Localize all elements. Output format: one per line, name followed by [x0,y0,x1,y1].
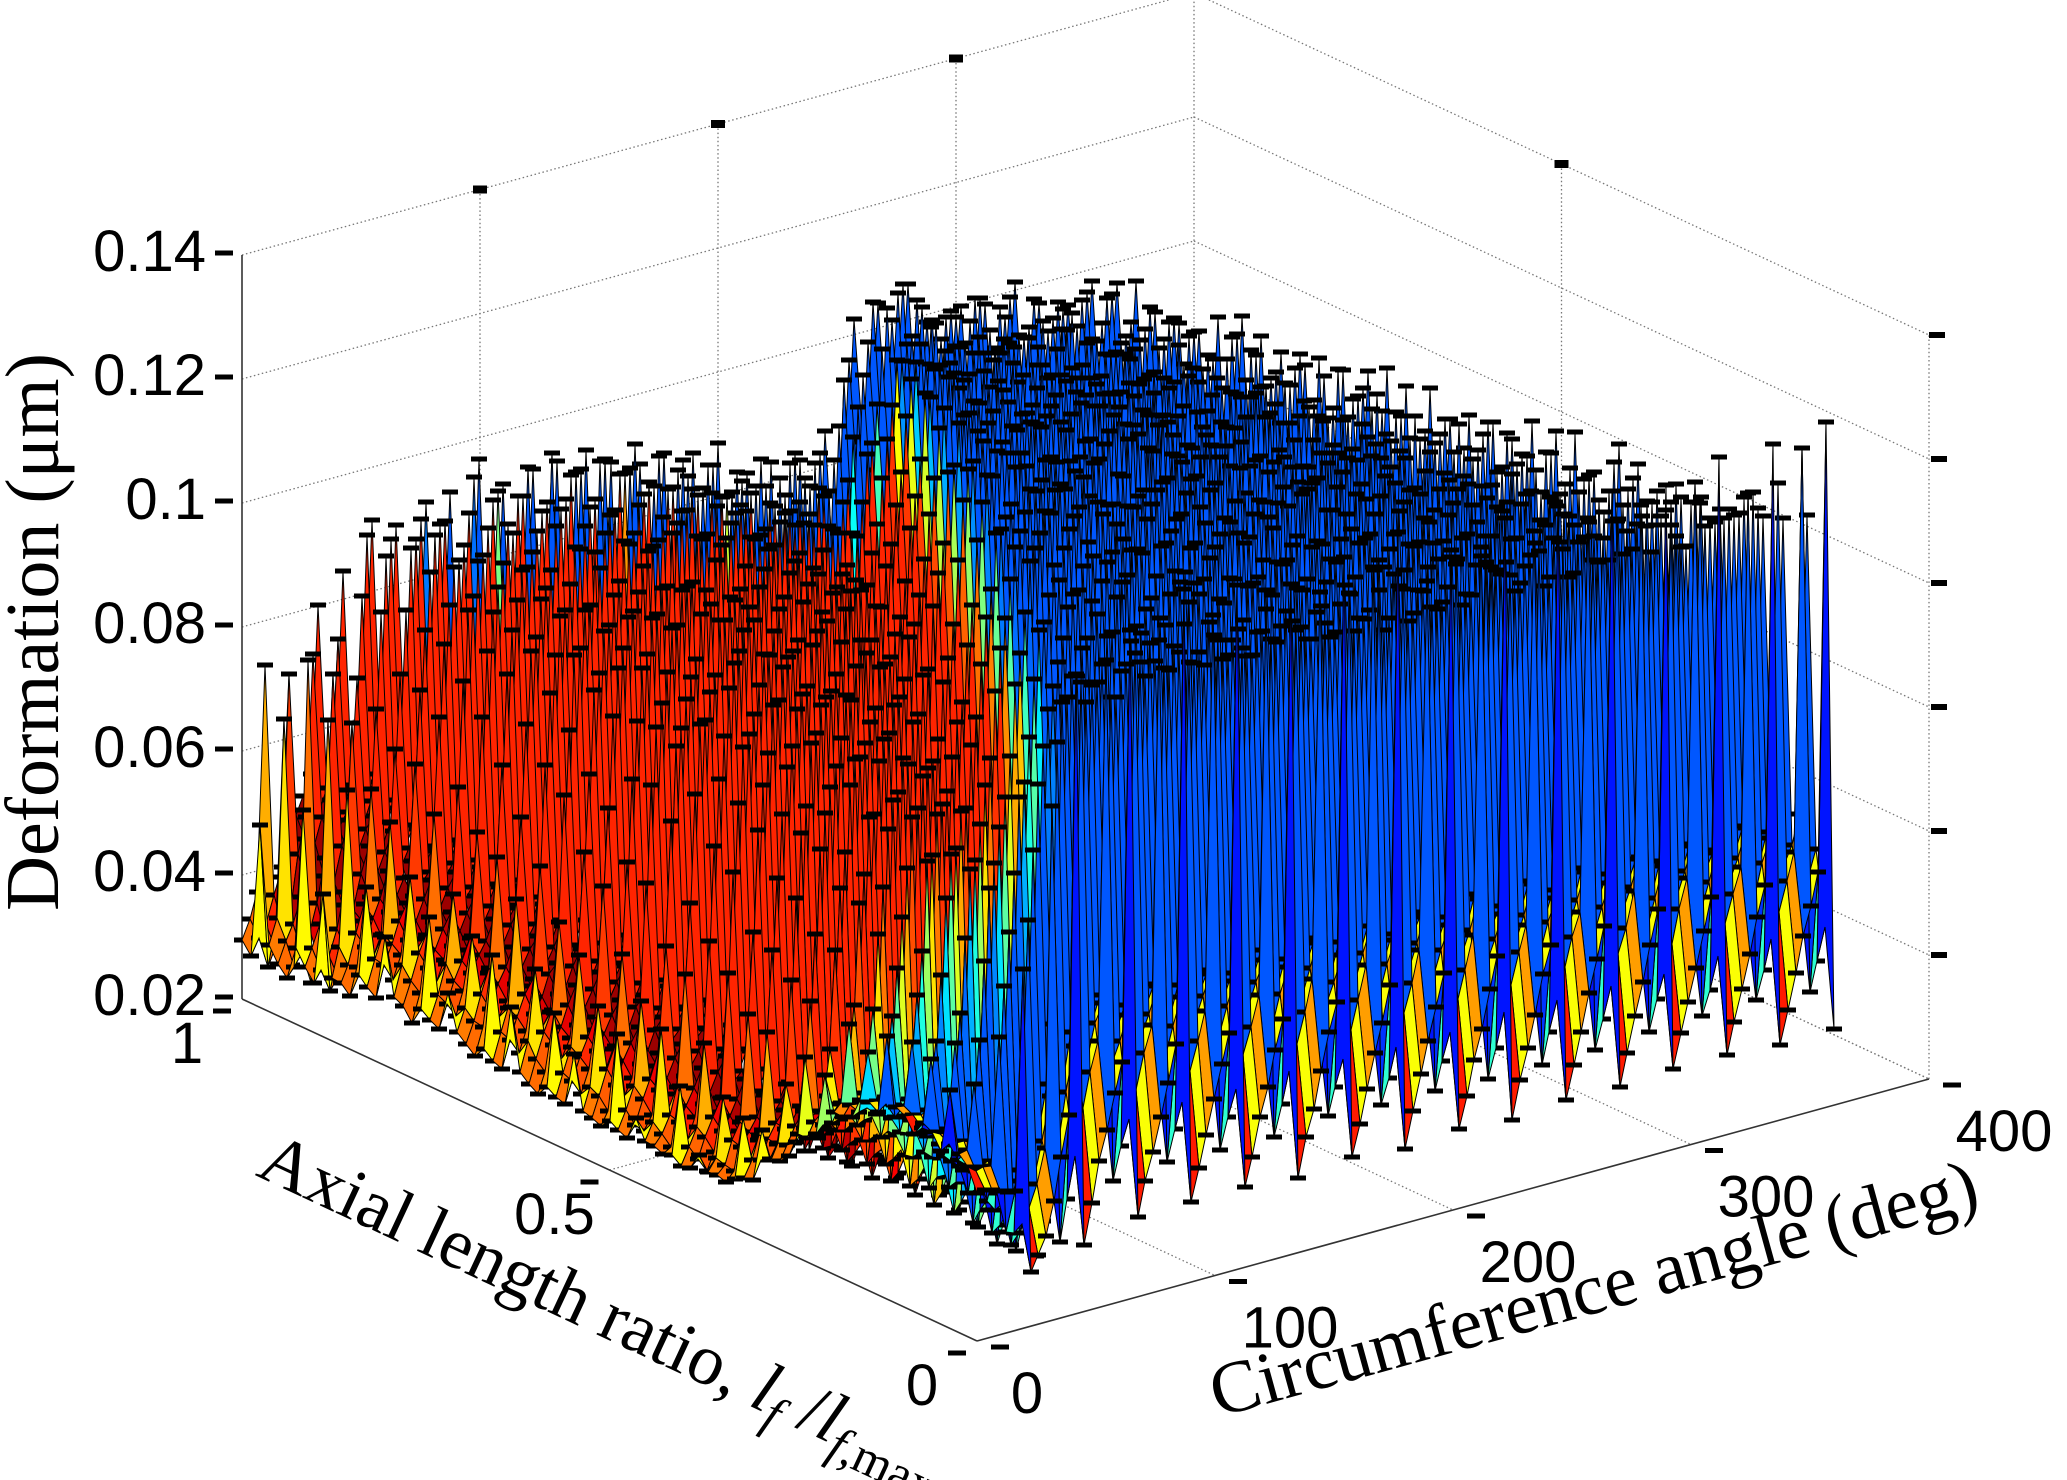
svg-text:0: 0 [906,1353,938,1418]
svg-text:0.1: 0.1 [125,467,206,532]
svg-text:1: 1 [171,1011,203,1076]
svg-text:0.14: 0.14 [93,219,206,284]
svg-text:0.02: 0.02 [93,963,206,1028]
svg-text:100: 100 [1242,1296,1339,1361]
svg-text:200: 200 [1480,1230,1577,1295]
svg-text:300: 300 [1718,1165,1815,1230]
svg-text:0.04: 0.04 [93,839,206,904]
svg-text:0.08: 0.08 [93,591,206,656]
svg-text:400: 400 [1956,1099,2053,1164]
svg-text:0.12: 0.12 [93,343,206,408]
svg-text:0: 0 [1011,1361,1043,1426]
svg-text:Deformation (μm): Deformation (μm) [0,353,75,911]
svg-text:0.5: 0.5 [514,1182,595,1247]
svg-text:0.06: 0.06 [93,715,206,780]
